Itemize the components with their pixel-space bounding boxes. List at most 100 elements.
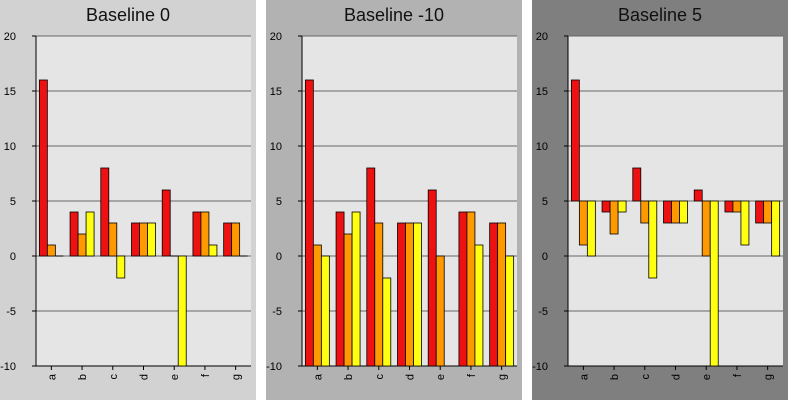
y-tick-label: 5 (542, 196, 548, 208)
bar (320, 255, 330, 367)
x-tick-label: e (435, 374, 447, 380)
bar (570, 79, 580, 202)
y-tick-label: 5 (10, 196, 16, 208)
bar (161, 189, 171, 257)
bar (38, 79, 48, 257)
y-tick-label: 20 (536, 31, 548, 43)
x-tick-label: c (640, 374, 652, 380)
x-tick-label: a (46, 373, 58, 380)
chart-title: Baseline 0 (86, 5, 170, 25)
chart-panel-2: Baseline 5 -10 -5 0 5 10 15 20 a b c d e f g (532, 0, 788, 400)
bar (366, 167, 376, 367)
x-tick-label: e (701, 374, 713, 380)
x-tick-label: g (763, 374, 775, 380)
x-tick-label: e (169, 374, 181, 380)
x-tick-label: g (497, 374, 509, 380)
x-tick-label: b (343, 374, 355, 380)
bar (147, 222, 156, 257)
bar (640, 200, 650, 224)
bar (724, 200, 734, 213)
bar (578, 200, 588, 246)
bar (312, 244, 322, 367)
bar (405, 222, 414, 367)
bar (177, 255, 187, 367)
bar (632, 167, 642, 202)
bar (474, 244, 484, 367)
x-tick-label: f (200, 373, 212, 377)
x-tick-label: g (231, 374, 243, 380)
bar (77, 233, 87, 257)
x-tick-label: c (108, 374, 120, 380)
bar (413, 222, 422, 367)
chart-svg-2: Baseline 5 -10 -5 0 5 10 15 20 a b c d e f g (532, 0, 788, 400)
bar (458, 211, 468, 367)
y-tick-label: 5 (276, 196, 282, 208)
bar (131, 222, 140, 257)
x-tick-label: a (578, 373, 590, 380)
y-tick-label: -10 (532, 361, 548, 373)
y-tick-label: 10 (270, 141, 282, 153)
chart-panel-1: Baseline -10 -10 -5 0 5 10 15 20 a b c d e f g (266, 0, 522, 400)
y-tick-label: -10 (0, 361, 16, 373)
bar (701, 200, 711, 257)
y-tick-label: 20 (4, 31, 16, 43)
bar (116, 255, 126, 279)
x-tick-label: d (139, 374, 151, 380)
bar (709, 200, 719, 367)
bar (505, 255, 515, 367)
bar (374, 222, 384, 367)
y-tick-label: 0 (276, 251, 282, 263)
bar (679, 200, 688, 224)
bar (771, 200, 781, 257)
y-tick-label: 0 (10, 251, 16, 263)
chart-title: Baseline -10 (344, 5, 444, 25)
bar (740, 200, 750, 246)
bar (351, 211, 361, 367)
bar (335, 211, 345, 367)
bar (617, 200, 627, 213)
y-tick-label: 0 (542, 251, 548, 263)
bar (763, 200, 773, 224)
bar (663, 200, 672, 224)
bar (755, 200, 765, 224)
bar (601, 200, 611, 213)
bar (108, 222, 118, 257)
bar (693, 189, 703, 202)
bar (223, 222, 233, 257)
y-tick-label: -5 (6, 306, 16, 318)
bar (192, 211, 202, 257)
x-tick-label: d (671, 374, 683, 380)
chart-svg-1: Baseline -10 -10 -5 0 5 10 15 20 a b c d e f g (266, 0, 522, 400)
bar (427, 189, 437, 367)
bar (208, 244, 218, 257)
bar (609, 200, 619, 235)
bar (497, 222, 507, 367)
bar (304, 79, 314, 367)
x-tick-label: c (374, 374, 386, 380)
chart-svg-0: Baseline 0 -10 -5 0 5 10 15 20 a b c d e f g (0, 0, 256, 400)
y-tick-label: 10 (536, 141, 548, 153)
y-tick-label: -10 (266, 361, 282, 373)
bar (489, 222, 499, 367)
x-tick-label: b (609, 374, 621, 380)
y-tick-label: -5 (272, 306, 282, 318)
bar (648, 200, 658, 279)
x-tick-label: a (312, 373, 324, 380)
bar (100, 167, 110, 257)
bar (466, 211, 476, 367)
bar (139, 222, 148, 257)
bar (671, 200, 680, 224)
x-tick-label: f (466, 373, 478, 377)
y-tick-label: 10 (4, 141, 16, 153)
bar (397, 222, 406, 367)
y-tick-label: 15 (270, 86, 282, 98)
bar (382, 277, 392, 367)
bar (200, 211, 210, 257)
bar (69, 211, 79, 257)
bar (435, 255, 445, 367)
bar (586, 200, 596, 257)
bar (343, 233, 353, 367)
bar (85, 211, 95, 257)
x-tick-label: f (732, 373, 744, 377)
